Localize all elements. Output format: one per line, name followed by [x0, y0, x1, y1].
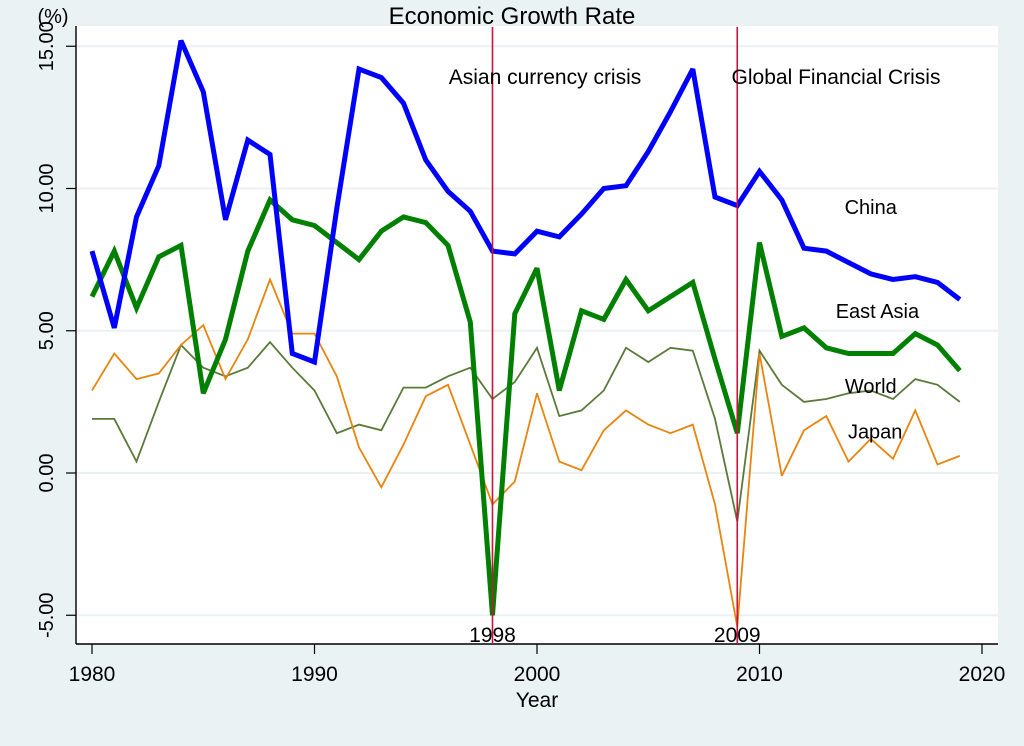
- x-tick-label: 2000: [514, 663, 561, 686]
- series-label-japan: Japan: [848, 422, 903, 444]
- y-axis-label: (%): [37, 6, 68, 28]
- series-label-china: China: [845, 197, 898, 219]
- y-axis-ticks: -5.00 0.00 5.00 10.00 15.00: [36, 21, 76, 638]
- series-labels: China East Asia World Japan: [836, 197, 920, 444]
- crisis-label: Global Financial Crisis: [732, 66, 941, 89]
- crisis-year-label: 2009: [714, 624, 761, 647]
- x-axis-ticks: 1980 1990 2000 2010 2020: [69, 644, 1006, 686]
- crisis-lines: Asian currency crisis 1998 Global Financia…: [449, 27, 941, 647]
- chart-title: Economic Growth Rate: [389, 3, 636, 30]
- x-tick-label: 1980: [69, 663, 116, 686]
- series-label-world: World: [845, 376, 897, 398]
- series-line-japan: [91, 277, 961, 627]
- y-tick-label: 5.00: [36, 311, 58, 350]
- plot-area: [76, 26, 998, 644]
- y-tick-label: 15.00: [36, 21, 58, 71]
- x-axis-label: Year: [516, 689, 558, 712]
- series-label-east-asia: East Asia: [836, 301, 920, 323]
- y-tick-label: -5.00: [36, 592, 58, 638]
- x-tick-label: 2020: [959, 663, 1006, 686]
- y-tick-label: 0.00: [36, 454, 58, 493]
- series-line-china: [89, 39, 962, 366]
- crisis-year-label: 1998: [469, 624, 516, 647]
- x-tick-label: 2010: [736, 663, 783, 686]
- series-lines: [89, 39, 962, 627]
- y-tick-label: 10.00: [36, 163, 58, 213]
- x-tick-label: 1990: [291, 663, 338, 686]
- series-line-east-asia: [89, 195, 962, 616]
- crisis-label: Asian currency crisis: [449, 66, 642, 89]
- series-line-world: [92, 340, 961, 522]
